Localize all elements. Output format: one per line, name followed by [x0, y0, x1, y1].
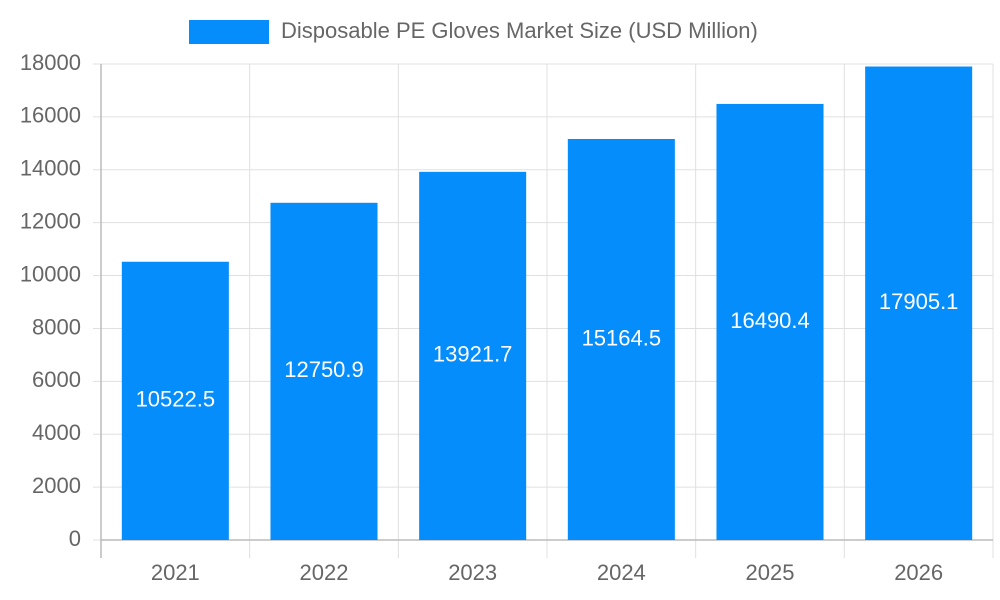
value-label: 13921.7	[433, 342, 513, 367]
y-tick-label: 18000	[20, 50, 81, 75]
y-tick-label: 12000	[20, 208, 81, 233]
value-label: 12750.9	[284, 357, 364, 382]
y-tick-label: 8000	[32, 314, 81, 339]
y-tick-label: 14000	[20, 156, 81, 181]
x-tick-label: 2021	[151, 560, 200, 585]
y-tick-label: 4000	[32, 420, 81, 445]
bar	[419, 171, 527, 540]
value-label: 15164.5	[582, 325, 662, 350]
value-label: 17905.1	[879, 289, 959, 314]
y-tick-label: 16000	[20, 103, 81, 128]
bar	[716, 103, 824, 540]
value-label: 10522.5	[136, 387, 216, 412]
y-tick-label: 10000	[20, 261, 81, 286]
bar	[865, 66, 973, 540]
y-tick-label: 2000	[32, 473, 81, 498]
x-tick-label: 2022	[300, 560, 349, 585]
bar	[567, 138, 675, 540]
value-label: 16490.4	[730, 308, 810, 333]
x-tick-label: 2024	[597, 560, 646, 585]
x-tick-label: 2026	[894, 560, 943, 585]
x-tick-label: 2023	[448, 560, 497, 585]
bar	[270, 202, 378, 540]
y-tick-label: 0	[69, 526, 81, 551]
x-tick-label: 2025	[746, 560, 795, 585]
bar	[121, 261, 229, 540]
legend-label[interactable]: Disposable PE Gloves Market Size (USD Mi…	[281, 18, 758, 43]
y-tick-label: 6000	[32, 367, 81, 392]
legend-swatch[interactable]	[189, 20, 269, 44]
